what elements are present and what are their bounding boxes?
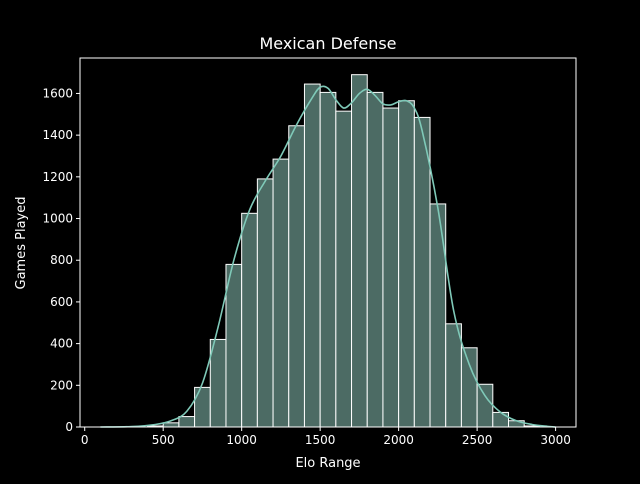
- histogram-bar: [492, 411, 510, 428]
- x-tick-label: 3000: [540, 433, 571, 447]
- y-tick-label: 600: [50, 295, 73, 309]
- histogram-bar: [413, 116, 431, 428]
- kde-line: [100, 85, 556, 428]
- y-tick-label: 0: [65, 420, 73, 434]
- histogram-bar: [256, 178, 274, 428]
- histogram-bar: [398, 100, 415, 428]
- histogram-bar: [382, 107, 400, 428]
- histogram-bar: [366, 91, 384, 428]
- x-axis-label: Elo Range: [295, 456, 360, 471]
- histogram-bar: [335, 110, 353, 428]
- x-axis-ticks: 0 500 1000 1500 2000 2500 3000: [81, 427, 571, 447]
- chart-title: Mexican Defense: [259, 34, 396, 53]
- histogram-bar: [288, 125, 305, 428]
- y-axis-ticks: 0 200 400 600 800 1000 1200 1400 1600: [42, 86, 80, 434]
- histogram-bar: [225, 263, 243, 428]
- x-tick-label: 500: [152, 433, 175, 447]
- plot-frame: [79, 57, 577, 428]
- y-tick-label: 400: [50, 337, 73, 351]
- histogram-bar: [476, 383, 494, 428]
- y-tick-label: 1000: [42, 212, 73, 226]
- histogram-bar: [445, 323, 462, 428]
- x-tick-label: 2000: [383, 433, 414, 447]
- y-tick-label: 1600: [42, 86, 73, 100]
- y-tick-label: 1200: [42, 170, 73, 184]
- histogram-bar: [178, 416, 196, 428]
- histogram-bar: [351, 74, 368, 428]
- histogram-bar: [429, 203, 447, 428]
- histogram-bar: [194, 386, 211, 428]
- x-tick-label: 1500: [305, 433, 336, 447]
- y-tick-label: 200: [50, 378, 73, 392]
- histogram-bar: [241, 212, 258, 428]
- histogram-bar: [209, 338, 227, 428]
- histogram-bar: [319, 91, 337, 428]
- x-tick-label: 2500: [462, 433, 493, 447]
- histogram-bar: [303, 83, 321, 428]
- y-tick-label: 800: [50, 253, 73, 267]
- histogram-bar: [162, 422, 180, 428]
- y-axis-label: Games Played: [14, 197, 29, 290]
- histogram-bar: [460, 347, 478, 428]
- x-tick-label: 0: [81, 433, 89, 447]
- x-tick-label: 1000: [226, 433, 257, 447]
- histogram-bar: [272, 158, 290, 428]
- y-tick-label: 1400: [42, 128, 73, 142]
